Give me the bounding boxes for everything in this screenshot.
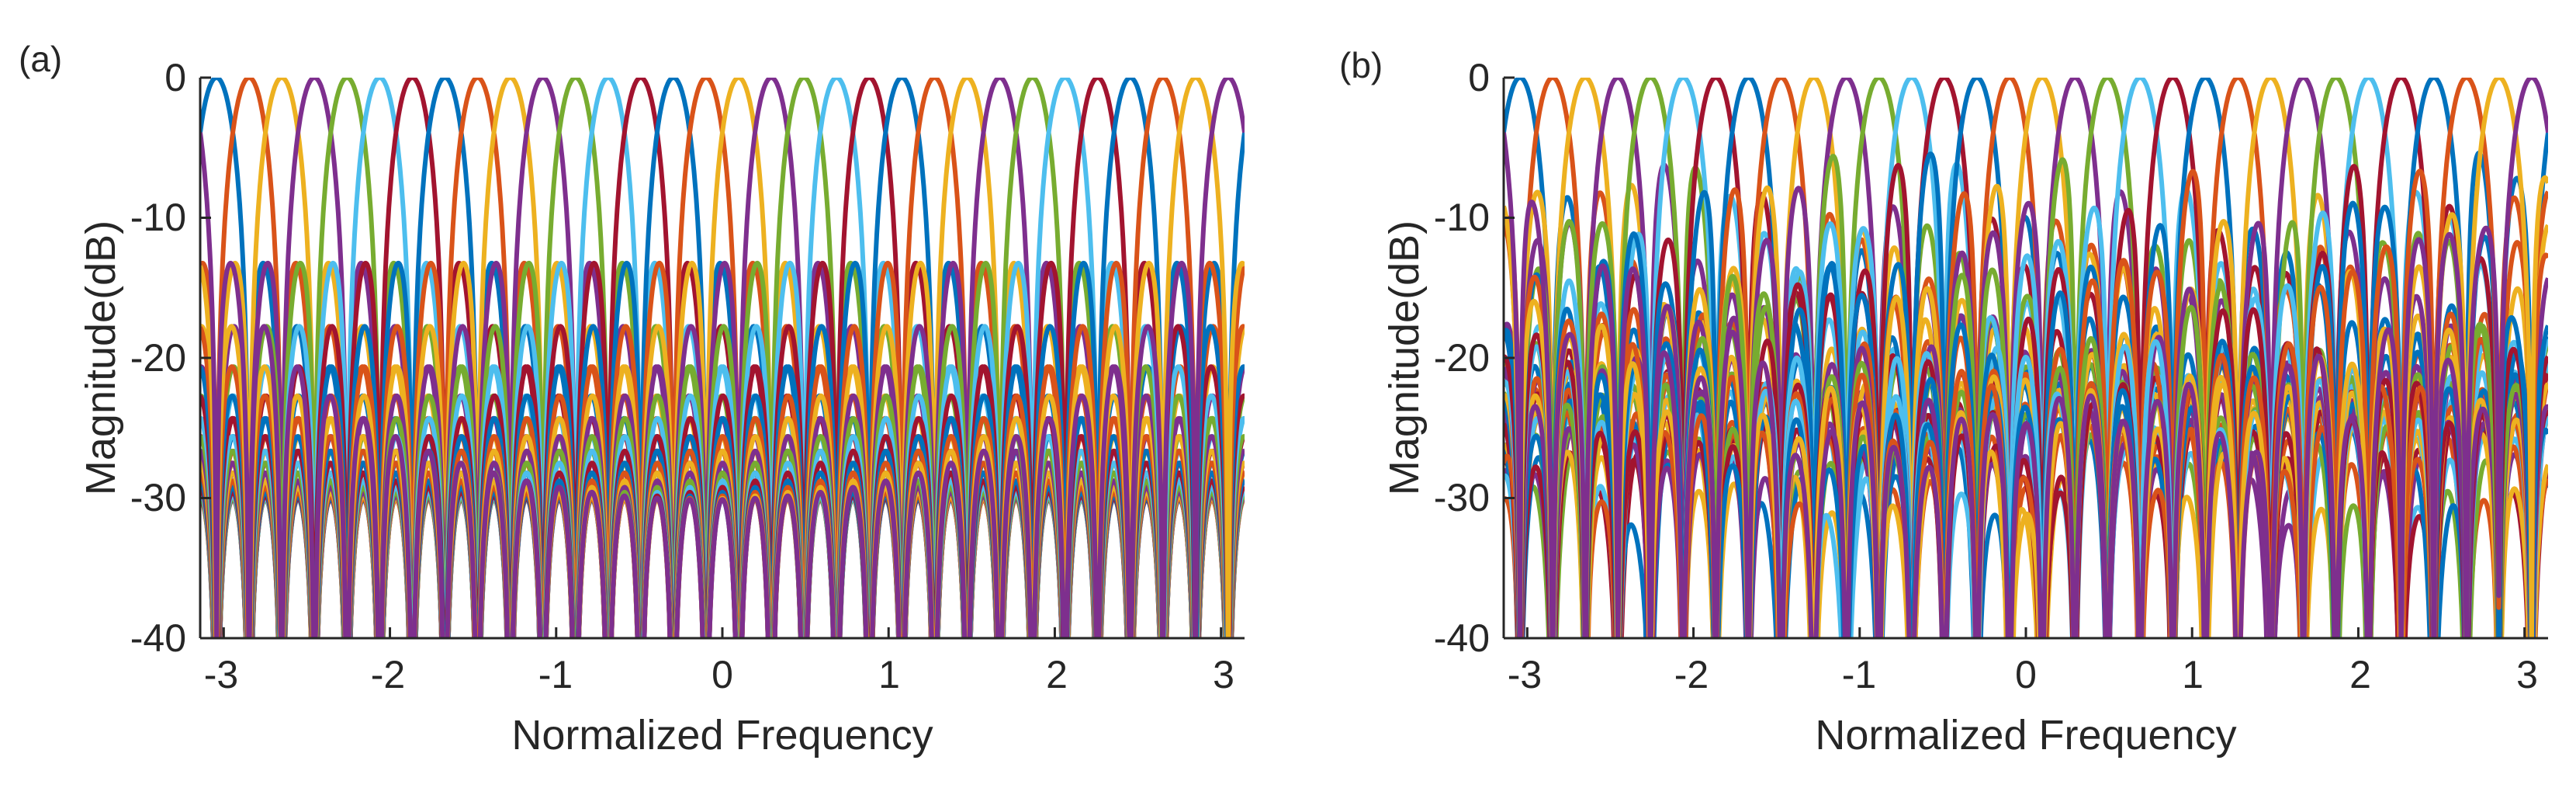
ytick-label: -40 (1434, 616, 1490, 660)
ytick-label: -20 (1434, 336, 1490, 380)
xtick-label: 3 (2516, 653, 2538, 696)
xtick-label: 2 (2349, 653, 2371, 696)
ytick-label: -20 (130, 336, 186, 380)
xtick-label: -2 (371, 653, 405, 696)
xtick-label: 2 (1046, 653, 1068, 696)
xtick-label: 0 (712, 653, 733, 696)
plot-area-b (1504, 78, 2548, 638)
ytick-label: -40 (130, 616, 186, 660)
ytick-label: 0 (164, 56, 186, 99)
ticks-b (1504, 76, 2526, 640)
ytick-label: -10 (1434, 196, 1490, 239)
beam-series-line (1504, 78, 2548, 638)
xtick-label: -3 (1508, 653, 1542, 696)
chart-panel-a: (a) 0 -10 -20 -30 -40 -3 -2 -1 0 1 2 3 N… (19, 39, 1245, 758)
xtick-label: -1 (1842, 653, 1876, 696)
xtick-label: 3 (1213, 653, 1234, 696)
y-axis-label-b: Magnitude(dB) (1381, 220, 1428, 495)
xtick-label: -1 (538, 653, 573, 696)
x-axis-label-a: Normalized Frequency (511, 712, 933, 758)
ytick-label: -30 (130, 476, 186, 519)
x-axis-label-b: Normalized Frequency (1815, 712, 2236, 758)
chart-panel-b: (b) 0 -10 -20 -30 -40 -3 -2 -1 0 1 2 3 N… (1339, 45, 2548, 758)
beam-series-line (200, 78, 1245, 638)
ticks-a (200, 76, 1223, 640)
series-group-a (200, 78, 1245, 638)
ytick-label: 0 (1468, 56, 1490, 99)
series-group-b (1504, 78, 2548, 638)
xtick-label: 1 (878, 653, 900, 696)
xtick-label: 0 (2015, 653, 2037, 696)
panel-label-b: (b) (1339, 45, 1383, 85)
xtick-label: -3 (204, 653, 238, 696)
ytick-label: -10 (130, 196, 186, 239)
plot-area-a (200, 78, 1245, 638)
ytick-label: -30 (1434, 476, 1490, 519)
xtick-label: 1 (2182, 653, 2204, 696)
xtick-label: -2 (1674, 653, 1709, 696)
y-axis-label-a: Magnitude(dB) (78, 220, 124, 495)
panel-label-a: (a) (19, 39, 62, 79)
